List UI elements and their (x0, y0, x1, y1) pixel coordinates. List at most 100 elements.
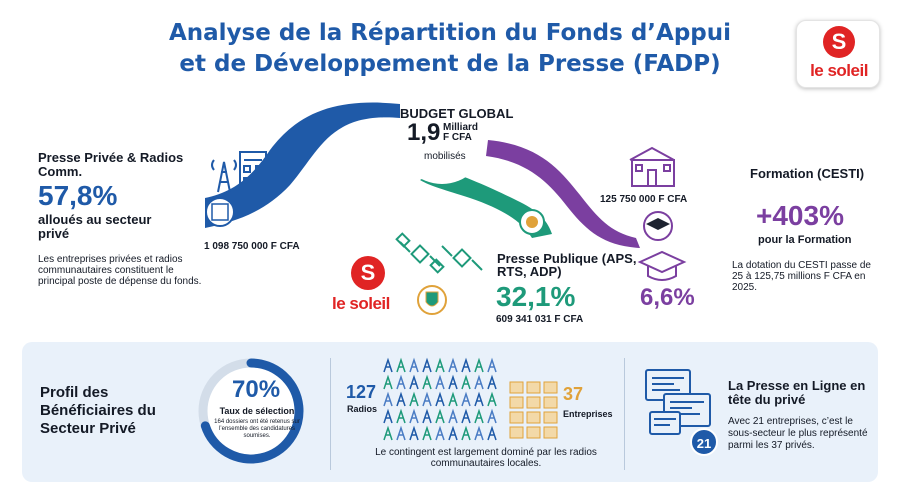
budget-flow-graphic (205, 102, 687, 315)
public-emblem-icon (519, 209, 545, 235)
radio-tower-mini-icon (409, 425, 419, 441)
enterprise-mini-icon (509, 381, 524, 394)
school-building-icon (629, 146, 675, 187)
budget-subtitle: mobilisés (424, 151, 466, 162)
flow-band-publique (420, 168, 552, 238)
budget-unit-line-1: Milliard (443, 122, 479, 133)
radio-tower-mini-icon (435, 425, 445, 441)
radio-tower-mini-icon (461, 391, 471, 407)
satellite-icon (395, 232, 445, 274)
radio-tower-mini-icon (448, 408, 458, 424)
prive-description: Les entreprises privées et radios commun… (38, 254, 202, 287)
graduation-cap-icon-2 (637, 250, 687, 281)
selection-ring-arc (200, 358, 304, 464)
le-soleil-logo: S le soleil (332, 254, 406, 324)
coat-of-arms-icon (417, 285, 447, 315)
prive-subtitle: alloués au secteur privé (38, 212, 152, 241)
radio-tower-mini-icon (409, 357, 419, 373)
radio-tower-mini-icon (396, 357, 406, 373)
radio-tower-mini-icon (461, 408, 471, 424)
formation-growth: +403% (756, 200, 844, 231)
radio-tower-mini-icon (487, 357, 497, 373)
radio-tower-mini-icon (422, 357, 432, 373)
radio-tower-mini-icon (461, 357, 471, 373)
enterprise-mini-icon (543, 381, 558, 394)
radio-tower-mini-icon (461, 374, 471, 390)
formation-growth-subtitle: pour la Formation (758, 234, 852, 246)
press-building-icon (239, 151, 267, 193)
selection-description: 164 dossiers ont été retenus sur l’ensem… (214, 419, 300, 439)
radio-tower-mini-icon (422, 391, 432, 407)
enterprise-mini-icon (543, 426, 558, 439)
enterprise-mini-icon (543, 396, 558, 409)
radio-tower-mini-icon (383, 374, 393, 390)
radio-tower-mini-icon (448, 374, 458, 390)
radio-tower-mini-icon (448, 425, 458, 441)
beneficiaries-title: Profil des Bénéficiaires du Secteur Priv… (40, 384, 156, 437)
le-soleil-mark: S (351, 256, 385, 290)
press-badge-icon (205, 197, 235, 227)
radio-tower-mini-icon (487, 391, 497, 407)
satellite-icon-2 (441, 245, 483, 271)
radios-label: Radios (347, 404, 378, 414)
enterprise-mini-icon (526, 411, 541, 424)
budget-unit-line-2: F CFA (443, 132, 472, 143)
beneficiaries-panel (22, 342, 878, 482)
entreprises-label: Entreprises (563, 409, 613, 419)
radio-tower-mini-icon (461, 425, 471, 441)
radio-tower-mini-icon (448, 391, 458, 407)
radio-tower-mini-icon (474, 408, 484, 424)
radio-tower-mini-icon (474, 357, 484, 373)
flow-band-formation (486, 140, 640, 248)
formation-description: La dotation du CESTI passe de 25 à 125,7… (732, 260, 871, 293)
enterprise-mini-icon (509, 426, 524, 439)
formation-label: Formation (CESTI) (750, 166, 865, 181)
radios-count: 127 (346, 382, 377, 402)
radio-tower-mini-icon (422, 425, 432, 441)
radio-tower-mini-icon (383, 425, 393, 441)
prive-label: Presse Privée & Radios Comm. (38, 150, 184, 179)
radio-tower-icon (211, 159, 237, 193)
selection-percent: 70% (232, 376, 281, 403)
radio-tower-mini-icon (487, 374, 497, 390)
radio-tower-mini-icon (435, 391, 445, 407)
page-title: Analyse de la Répartition du Fonds d’App… (110, 18, 790, 80)
online-press-title: La Presse en Ligne en tête du privé (728, 378, 866, 407)
radio-tower-mini-icon (396, 408, 406, 424)
brand-word: le soleil (810, 61, 868, 80)
radio-tower-mini-icon (409, 374, 419, 390)
online-count-badge: 21 (690, 428, 718, 456)
formation-amount: 125 750 000 F CFA (600, 194, 688, 205)
prive-amount: 1 098 750 000 F CFA (204, 241, 300, 252)
enterprise-mini-icon (526, 396, 541, 409)
publique-label: Presse Publique (APS, RTS, ADP) (497, 251, 637, 279)
enterprise-mini-icon (509, 411, 524, 424)
title-line-2: et de Développement de la Presse (FADP) (179, 51, 721, 77)
radio-tower-mini-icon (487, 425, 497, 441)
radio-tower-grid (383, 357, 497, 441)
radio-tower-mini-icon (435, 408, 445, 424)
contingent-note: Le contingent est largement dominé par l… (375, 447, 597, 469)
radio-tower-mini-icon (435, 357, 445, 373)
graduation-cap-icon (643, 211, 673, 241)
formation-percent: 6,6% (640, 284, 695, 311)
title-line-1: Analyse de la Répartition du Fonds d’App… (168, 20, 732, 46)
online-press-description: Avec 21 entreprises, c’est le sous-secte… (728, 416, 868, 451)
radio-tower-mini-icon (383, 357, 393, 373)
budget-unit: Milliard F CFA (443, 123, 483, 143)
enterprise-mini-icon (526, 381, 541, 394)
panel-divider (330, 358, 331, 470)
publique-amount: 609 341 031 F CFA (496, 314, 584, 325)
le-soleil-word: le soleil (332, 294, 390, 313)
enterprise-mini-icon (543, 411, 558, 424)
radio-tower-mini-icon (448, 357, 458, 373)
budget-title: BUDGET GLOBAL (400, 106, 514, 121)
radio-tower-mini-icon (435, 374, 445, 390)
brand-mark: S (823, 26, 855, 58)
radio-tower-mini-icon (422, 374, 432, 390)
radio-tower-mini-icon (474, 391, 484, 407)
enterprise-mini-icon (526, 426, 541, 439)
selection-rate-ring (198, 358, 304, 464)
panel-divider-2 (624, 358, 625, 470)
brand-logo: S le soleil (796, 20, 880, 88)
